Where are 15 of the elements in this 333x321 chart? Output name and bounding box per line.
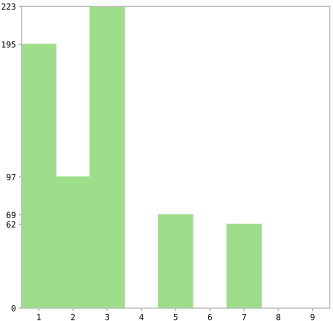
x-tick-label: 4	[139, 314, 144, 320]
x-tick-label: 9	[310, 314, 314, 320]
y-tick-label: 97	[6, 174, 16, 180]
x-tick-label: 6	[208, 314, 212, 320]
x-tick-label: 3	[105, 314, 110, 320]
y-tick-label: 0	[12, 305, 16, 312]
x-tick-label: 8	[276, 314, 280, 320]
y-tick-label: 195	[2, 41, 16, 48]
x-tick-label: 7	[242, 314, 246, 320]
y-tick-label: 223	[2, 3, 16, 10]
x-tick-label: 1	[37, 314, 41, 320]
y-tick-label: 62	[6, 221, 16, 228]
y-tick-label: 69	[6, 212, 16, 218]
x-tick-label: 2	[71, 314, 75, 320]
x-tick-label: 5	[174, 314, 178, 320]
